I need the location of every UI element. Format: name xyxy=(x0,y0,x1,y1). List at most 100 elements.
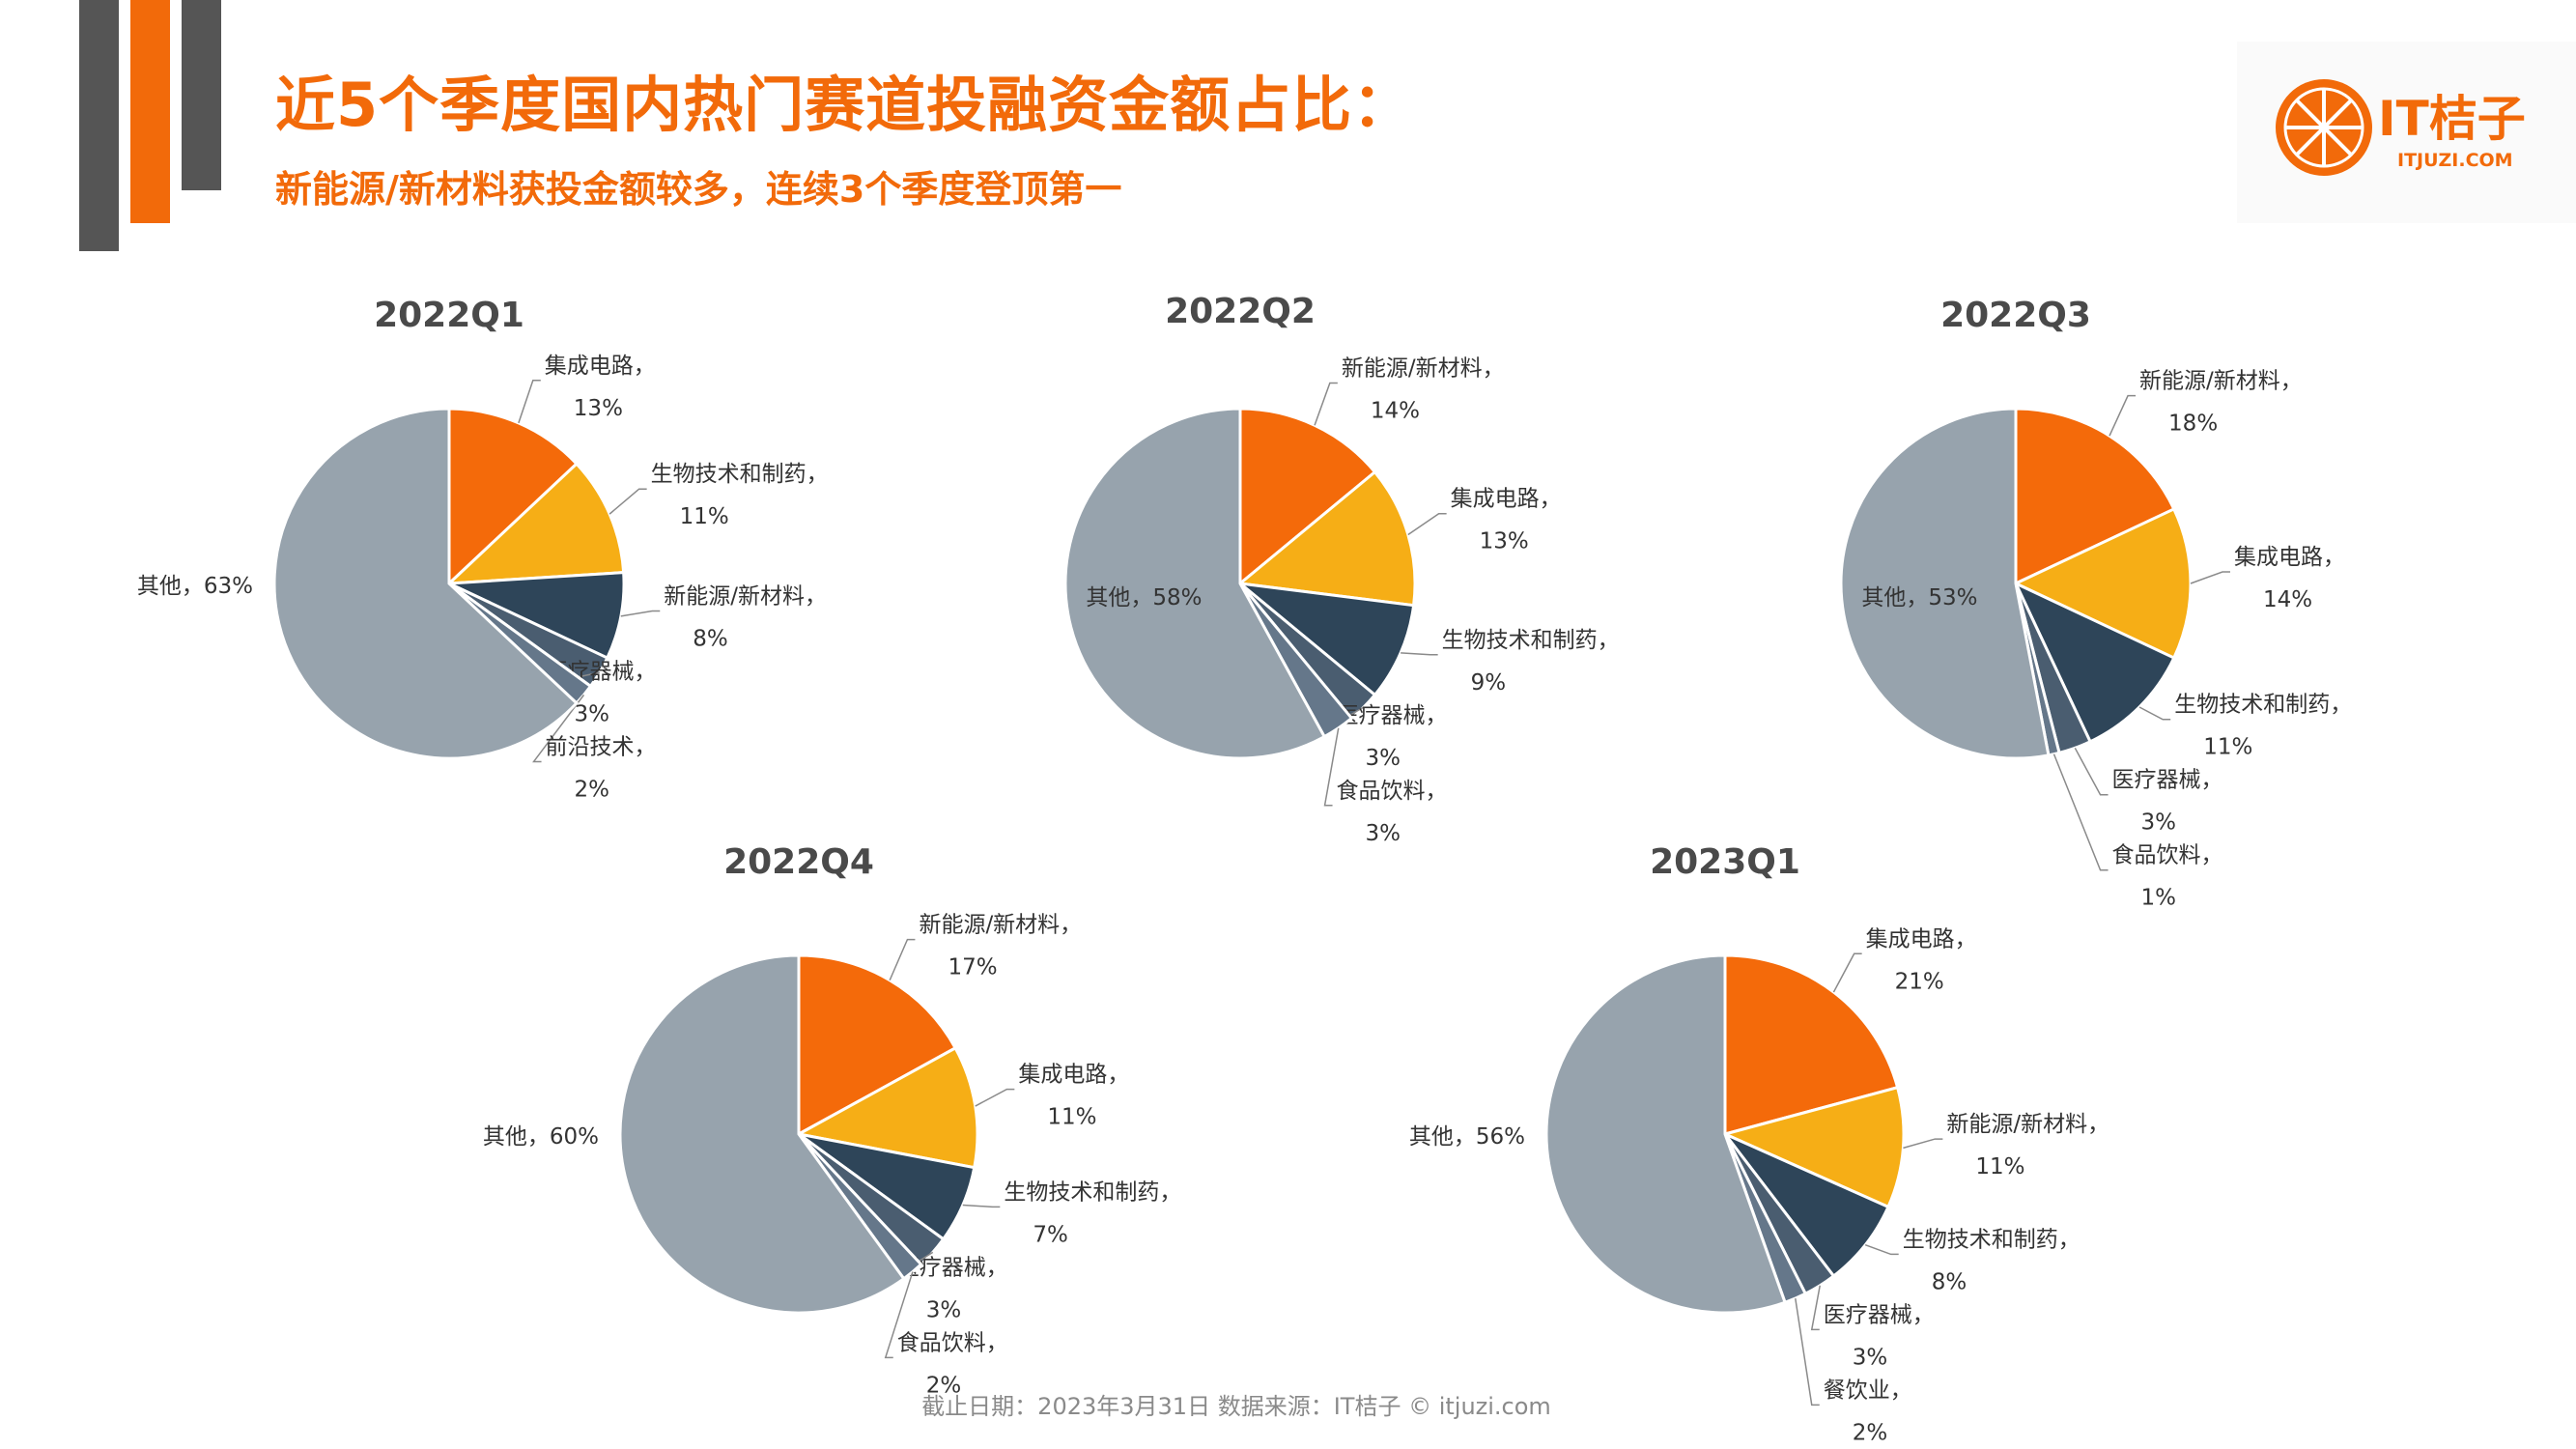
data-label-value: 3% xyxy=(1853,1345,1888,1370)
chart-title: 2022Q4 xyxy=(723,842,874,882)
pie-slice xyxy=(1238,407,1377,587)
page-subtitle: 新能源/新材料获投金额较多，连续3个季度登顶第一 xyxy=(275,168,1122,211)
pie-slice xyxy=(448,571,626,661)
pie-slice xyxy=(1720,1085,1906,1209)
pie-slice xyxy=(794,1045,979,1170)
data-label-value: 3% xyxy=(575,701,610,726)
data-label-value: 11% xyxy=(2203,735,2252,760)
data-label-name: 食品饮料， xyxy=(2112,843,2223,868)
data-label-value: 21% xyxy=(1895,969,1944,994)
leader-line xyxy=(889,938,916,981)
data-label-name: 食品饮料， xyxy=(897,1330,1008,1355)
decor-bar-gray-2 xyxy=(182,0,221,190)
data-label: 其他，56% xyxy=(1409,1124,1525,1150)
pie-slice xyxy=(1839,407,2051,760)
chart-title: 2022Q1 xyxy=(374,296,524,335)
logo-text: IT桔子 xyxy=(2378,91,2526,147)
leader-line xyxy=(2074,747,2109,796)
leader-line xyxy=(975,1088,1015,1107)
pie-chart-2022Q2: 2022Q2 新能源/新材料， 14% 集成电路， 13% 生物技术和制药， 9% 医疗器械，… xyxy=(1063,292,1620,846)
data-label-name: 医疗器械， xyxy=(1337,703,1448,728)
data-label-name: 生物技术和制药， xyxy=(1442,628,1620,653)
data-label-value: 14% xyxy=(1371,399,1420,424)
data-label-value: 2% xyxy=(926,1373,962,1398)
data-label-value: 8% xyxy=(693,626,728,651)
pie-chart-2022Q3: 2022Q3 新能源/新材料， 18% 集成电路， 14% 生物技术和制药， 11% 医疗器械… xyxy=(1839,296,2352,911)
pie-slice xyxy=(272,407,580,760)
pie-slice xyxy=(2014,407,2176,586)
data-label: 其他，60% xyxy=(483,1124,599,1150)
pie-slice xyxy=(2012,506,2193,661)
leader-line xyxy=(1314,382,1338,426)
data-label-name: 集成电路， xyxy=(1866,926,1977,952)
leader-line xyxy=(1795,1297,1820,1406)
data-label-name: 餐饮业， xyxy=(1824,1378,1912,1403)
data-label-value: 17% xyxy=(948,955,997,980)
leader-line xyxy=(1832,952,1862,993)
data-label-value: 3% xyxy=(1366,746,1401,771)
data-label-value: 9% xyxy=(1471,670,1507,696)
data-label-name: 新能源/新材料， xyxy=(1946,1112,2109,1137)
data-label-value: 13% xyxy=(574,396,623,421)
data-label-value: 7% xyxy=(1033,1222,1068,1247)
pie-slice xyxy=(1544,953,1787,1315)
data-label-name: 生物技术和制药， xyxy=(1903,1227,2081,1252)
leader-line xyxy=(2190,571,2230,584)
pie-slice xyxy=(797,953,958,1137)
data-label-value: 13% xyxy=(1480,529,1529,554)
data-label-name: 新能源/新材料， xyxy=(2139,369,2303,394)
pie-slice xyxy=(618,953,906,1315)
chart-title: 2022Q2 xyxy=(1165,292,1316,331)
pie-slice xyxy=(447,407,580,587)
pie-slice xyxy=(1063,407,1327,760)
leader-line xyxy=(1864,1243,1899,1256)
data-label-name: 集成电路， xyxy=(545,354,656,379)
pie-slice xyxy=(1723,953,1900,1136)
pie-chart-2022Q4: 2022Q4新能源/新材料，17%集成电路，11%生物技术和制药，7%医疗器械，… xyxy=(483,842,1181,1398)
data-label: 其他，58% xyxy=(1086,585,1202,611)
data-label-name: 前沿技术， xyxy=(546,734,657,759)
logo-subtext: ITJUZI.COM xyxy=(2397,150,2513,171)
data-label-value: 1% xyxy=(2141,886,2177,911)
logo: IT桔子 ITJUZI.COM xyxy=(2237,42,2576,223)
data-label-value: 18% xyxy=(2168,412,2218,437)
pie-slice xyxy=(444,461,626,585)
data-label-value: 8% xyxy=(1932,1269,1967,1294)
pie-chart-2022Q1: 2022Q1集成电路，13%生物技术和制药，11%新能源/新材料，8%医疗器械，… xyxy=(137,296,829,802)
data-label-value: 3% xyxy=(1366,821,1401,846)
leader-line xyxy=(1407,512,1447,536)
data-label-value: 3% xyxy=(2141,810,2177,836)
pie-slice xyxy=(1235,581,1416,697)
data-label-name: 食品饮料， xyxy=(1337,779,1448,804)
leader-line xyxy=(2052,753,2109,871)
footer-source: 截止日期：2023年3月31日 数据来源：IT桔子 © itjuzi.com xyxy=(921,1393,1551,1420)
data-label-value: 2% xyxy=(1853,1420,1888,1445)
data-label-name: 生物技术和制药， xyxy=(651,462,829,487)
data-label-name: 生物技术和制药， xyxy=(1004,1179,1181,1205)
leader-line xyxy=(1810,1285,1821,1331)
leader-line xyxy=(962,1204,1001,1208)
decor-bar-orange xyxy=(130,0,170,223)
leader-line xyxy=(884,1271,914,1359)
data-label-value: 11% xyxy=(1975,1154,2024,1179)
data-label-name: 医疗器械， xyxy=(2112,768,2223,793)
chart-title: 2022Q3 xyxy=(1940,296,2091,335)
leader-line xyxy=(518,380,541,424)
data-label-value: 2% xyxy=(575,777,610,802)
data-label-name: 新能源/新材料， xyxy=(664,583,827,609)
pie-slice xyxy=(2012,580,2176,744)
leader-line xyxy=(532,694,585,763)
data-label: 其他，53% xyxy=(1861,585,1977,611)
decor-bar-gray-1 xyxy=(79,0,119,251)
leader-line xyxy=(2138,706,2171,721)
chart-title: 2023Q1 xyxy=(1650,842,1800,882)
leader-line xyxy=(1323,727,1340,807)
data-label-name: 新能源/新材料， xyxy=(1342,356,1505,382)
leader-line xyxy=(1903,1138,1943,1150)
page-title: 近5个季度国内热门赛道投融资金额占比： xyxy=(275,70,1414,140)
data-label-value: 3% xyxy=(926,1297,962,1322)
pie-chart-2023Q1: 2023Q1 集成电路， 21% 新能源/新材料， 11% 生物技术和制药， 8% 医疗器械，… xyxy=(1409,842,2109,1445)
orange-logo-icon xyxy=(2276,79,2372,176)
leader-line xyxy=(609,488,647,515)
